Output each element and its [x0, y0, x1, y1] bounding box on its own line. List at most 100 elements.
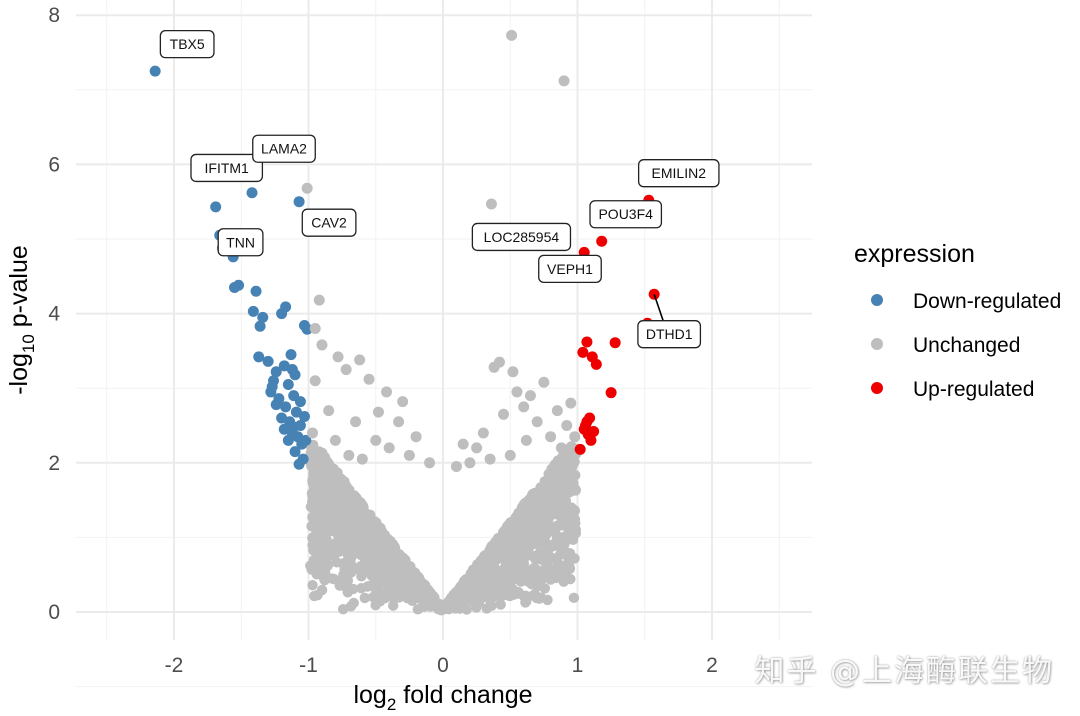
unchanged-point	[561, 420, 573, 431]
down-regulated-point	[229, 281, 241, 293]
unchanged-point	[476, 565, 488, 576]
unchanged-point	[520, 434, 532, 446]
gene-label: DTHD1	[637, 293, 702, 349]
x-tick-label: 1	[572, 654, 584, 677]
down-regulated-point	[290, 406, 302, 418]
unchanged-point	[552, 531, 563, 542]
unchanged-point	[415, 581, 427, 592]
gene-label-text: EMILIN2	[652, 165, 707, 181]
gene-label-text: LOC285954	[484, 229, 560, 245]
unchanged-point	[534, 593, 545, 604]
unchanged-point	[564, 563, 576, 575]
unchanged-point	[565, 397, 577, 409]
unchanged-point	[327, 471, 338, 482]
up-regulated-point	[596, 235, 608, 247]
down-regulated-point	[289, 446, 301, 458]
unchanged-point	[311, 569, 322, 580]
unchanged-point	[518, 401, 530, 413]
down-regulated-point	[266, 381, 278, 393]
unchanged-point	[562, 533, 573, 544]
down-regulated-point	[280, 301, 292, 313]
unchanged-point	[410, 573, 422, 585]
unchanged-point	[332, 509, 343, 520]
unchanged-point	[322, 516, 333, 527]
gene-label: EMILIN2	[637, 159, 720, 188]
down-regulated-point	[250, 285, 262, 297]
unchanged-point	[327, 462, 338, 474]
unchanged-point	[312, 558, 323, 570]
x-tick-label: 2	[706, 654, 718, 677]
unchanged-point	[457, 594, 469, 605]
unchanged-point	[495, 575, 506, 586]
up-regulated-point	[585, 434, 597, 446]
y-axis-ticks: 0 2 4 6 8	[48, 4, 60, 624]
unchanged-point	[549, 470, 560, 481]
gene-label-box	[637, 320, 702, 349]
x-tick-label: -1	[299, 654, 318, 677]
down-regulated-point	[301, 323, 313, 335]
gene-label-text: CAV2	[311, 215, 347, 231]
gene-label-box	[252, 134, 316, 163]
unchanged-point	[564, 511, 576, 522]
unchanged-point	[383, 442, 395, 454]
gene-labels: TBX5 IFITM1 LAMA2 TNN CAV2 LOC285954 EMILIN2 PO…	[159, 29, 720, 349]
legend-label-down: Down-regulated	[913, 290, 1061, 313]
gene-label: VEPH1	[538, 254, 602, 284]
y-axis-title: -log10 p-value	[5, 245, 38, 395]
unchanged-point	[356, 453, 368, 465]
unchanged-point	[345, 601, 357, 612]
up-regulated-point	[605, 387, 617, 399]
unchanged-point	[301, 182, 313, 194]
unchanged-point	[368, 550, 380, 562]
gene-label-text: TBX5	[170, 36, 205, 52]
unchanged-point	[557, 546, 569, 557]
unchanged-point	[513, 588, 524, 599]
gene-label-box	[159, 29, 215, 59]
unchanged-point	[485, 198, 497, 210]
unchanged-point	[393, 592, 405, 603]
unchanged-point	[487, 566, 498, 578]
gene-label: IFITM1	[190, 153, 264, 183]
unchanged-point	[397, 396, 409, 408]
gene-label-box	[589, 200, 663, 229]
unchanged-point	[343, 524, 355, 536]
down-regulated-point	[282, 378, 294, 390]
unchanged-point	[308, 497, 319, 508]
down-regulated-point	[270, 366, 282, 378]
unchanged-point	[536, 536, 547, 547]
unchanged-point	[357, 527, 369, 539]
unchanged-point	[309, 323, 321, 335]
label-connector	[653, 293, 664, 321]
unchanged-point	[538, 376, 550, 388]
unchanged-point	[307, 580, 318, 591]
unchanged-point	[393, 416, 405, 428]
watermark: 知乎 @上海酶联生物	[754, 654, 1054, 689]
unchanged-point	[489, 583, 500, 595]
unchanged-point	[464, 457, 476, 469]
down-regulated-point	[262, 355, 274, 367]
unchanged-point	[354, 354, 366, 366]
unchanged-point	[519, 532, 530, 543]
legend-key-down	[871, 294, 883, 306]
down-regulated-point	[280, 401, 292, 413]
gene-label-box	[637, 159, 720, 188]
down-regulated-point	[246, 187, 258, 199]
data-points	[149, 29, 660, 473]
up-regulated-point	[609, 337, 621, 349]
down-regulated-point	[257, 311, 269, 323]
gene-label-text: DTHD1	[646, 326, 693, 342]
unchanged-point	[543, 552, 555, 563]
unchanged-point	[559, 456, 570, 467]
unchanged-point	[563, 525, 574, 536]
unchanged-point	[356, 565, 368, 576]
unchanged-point	[323, 405, 335, 417]
unchanged-point	[517, 567, 528, 578]
down-regulated-point	[289, 369, 301, 381]
unchanged-point	[416, 594, 428, 605]
x-axis-ticks: -2 -1 0 1 2	[165, 654, 718, 677]
unchanged-point	[488, 361, 500, 373]
unchanged-point	[568, 592, 580, 604]
unchanged-point	[359, 541, 370, 552]
unchanged-point	[464, 581, 476, 593]
